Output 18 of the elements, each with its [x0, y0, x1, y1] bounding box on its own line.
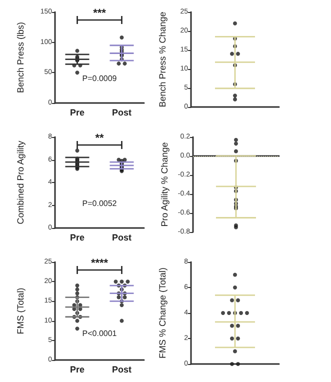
annotation: P<0.0001: [82, 329, 118, 338]
y-axis-title: FMS (Total): [16, 288, 26, 334]
annotation: ****: [90, 258, 109, 270]
y-axis-title: Bench Press (lbs): [16, 22, 26, 94]
annotation: P=0.0052: [82, 198, 118, 208]
annotation: ***: [93, 8, 107, 20]
y-axis-title: FMS % Change (Total): [158, 267, 168, 359]
annotation: P=0.0009: [82, 74, 118, 83]
x-tick-label: Pre: [70, 232, 85, 242]
y-axis-title: Bench Press % Change: [158, 12, 168, 108]
x-tick-label: Post: [112, 232, 132, 242]
y-axis-title: Combined Pro Agility: [16, 140, 26, 224]
x-tick-label: Post: [112, 364, 132, 374]
y-axis-title: Pro Agility % Change: [159, 142, 170, 227]
x-tick-label: Pre: [70, 108, 85, 118]
x-tick-label: Post: [112, 108, 132, 118]
annotation: **: [95, 132, 104, 144]
x-tick-label: Pre: [70, 364, 85, 374]
